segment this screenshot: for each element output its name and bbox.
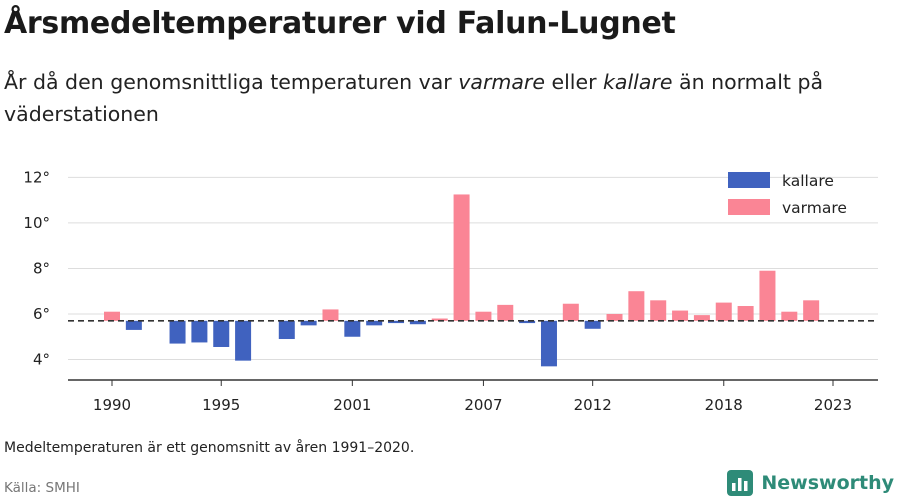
subtitle-emph-colder: kallare: [603, 70, 673, 94]
legend-label-varmare: varmare: [782, 199, 847, 217]
bar-kallare: [300, 320, 317, 326]
bar-varmare: [759, 270, 776, 321]
bar-kallare: [169, 320, 186, 344]
footnote: Medeltemperaturen är ett genomsnitt av å…: [4, 440, 415, 456]
subtitle-emph-warmer: varmare: [458, 70, 545, 94]
bar-kallare: [191, 320, 208, 343]
y-tick-label: 12°: [23, 168, 50, 186]
x-tick-label: 2023: [814, 396, 852, 414]
subtitle-text-2: eller: [544, 70, 604, 94]
bar-kallare: [344, 320, 361, 337]
y-tick-label: 8°: [33, 259, 50, 277]
bar-kallare: [584, 320, 601, 329]
source-label: Källa: SMHI: [4, 480, 80, 496]
bar-varmare: [606, 313, 623, 321]
y-tick-label: 4°: [33, 351, 50, 369]
bar-varmare: [781, 311, 798, 321]
subtitle-text-1: År då den genomsnittliga temperaturen va…: [4, 70, 459, 94]
bar-varmare: [497, 304, 514, 321]
bar-kallare: [540, 320, 557, 367]
bar-kallare: [125, 320, 142, 330]
x-tick-label: 1995: [202, 396, 240, 414]
bar-varmare: [431, 318, 448, 321]
x-tick-label: 2012: [574, 396, 612, 414]
bar-kallare: [409, 320, 426, 325]
bar-chart: 4° 6° 8° 10° 12° 1990 1995 2001 2007 2012 2018 2023…: [23, 168, 878, 414]
bar-kallare: [235, 320, 252, 361]
brand-name: Newsworthy: [761, 472, 894, 494]
newsworthy-logo-icon: [727, 470, 754, 496]
bar-varmare: [693, 315, 710, 321]
x-tick-label: 2018: [705, 396, 743, 414]
bar-varmare: [562, 303, 579, 321]
bar-varmare: [453, 194, 470, 321]
bar-varmare: [650, 300, 667, 321]
x-tick-label: 2001: [333, 396, 371, 414]
bar-varmare: [672, 310, 689, 321]
x-tick-label: 1990: [93, 396, 131, 414]
chart-subtitle: År då den genomsnittliga temperaturen va…: [4, 66, 884, 130]
bar-kallare: [366, 320, 383, 326]
legend-swatch-kallare: [728, 172, 770, 188]
subtitle-text-3: än normalt på väderstationen: [4, 70, 824, 126]
bar-varmare: [715, 302, 732, 321]
legend-label-kallare: kallare: [782, 172, 834, 190]
bar-varmare: [322, 309, 339, 321]
bar-kallare: [213, 320, 230, 347]
chart-title: Årsmedeltemperaturer vid Falun-Lugnet: [4, 6, 676, 41]
x-tick-label: 2007: [464, 396, 502, 414]
bar-varmare: [475, 311, 492, 321]
bar-kallare: [278, 320, 295, 340]
bar-varmare: [628, 291, 645, 321]
legend-swatch-varmare: [728, 199, 770, 215]
bar-kallare: [388, 320, 405, 324]
bar-kallare: [519, 320, 536, 324]
bar-varmare: [104, 311, 120, 321]
brand-logo: Newsworthy: [727, 470, 894, 496]
bar-varmare: [803, 300, 820, 321]
y-tick-label: 6°: [33, 305, 50, 323]
bar-varmare: [737, 306, 754, 321]
y-tick-label: 10°: [23, 214, 50, 232]
